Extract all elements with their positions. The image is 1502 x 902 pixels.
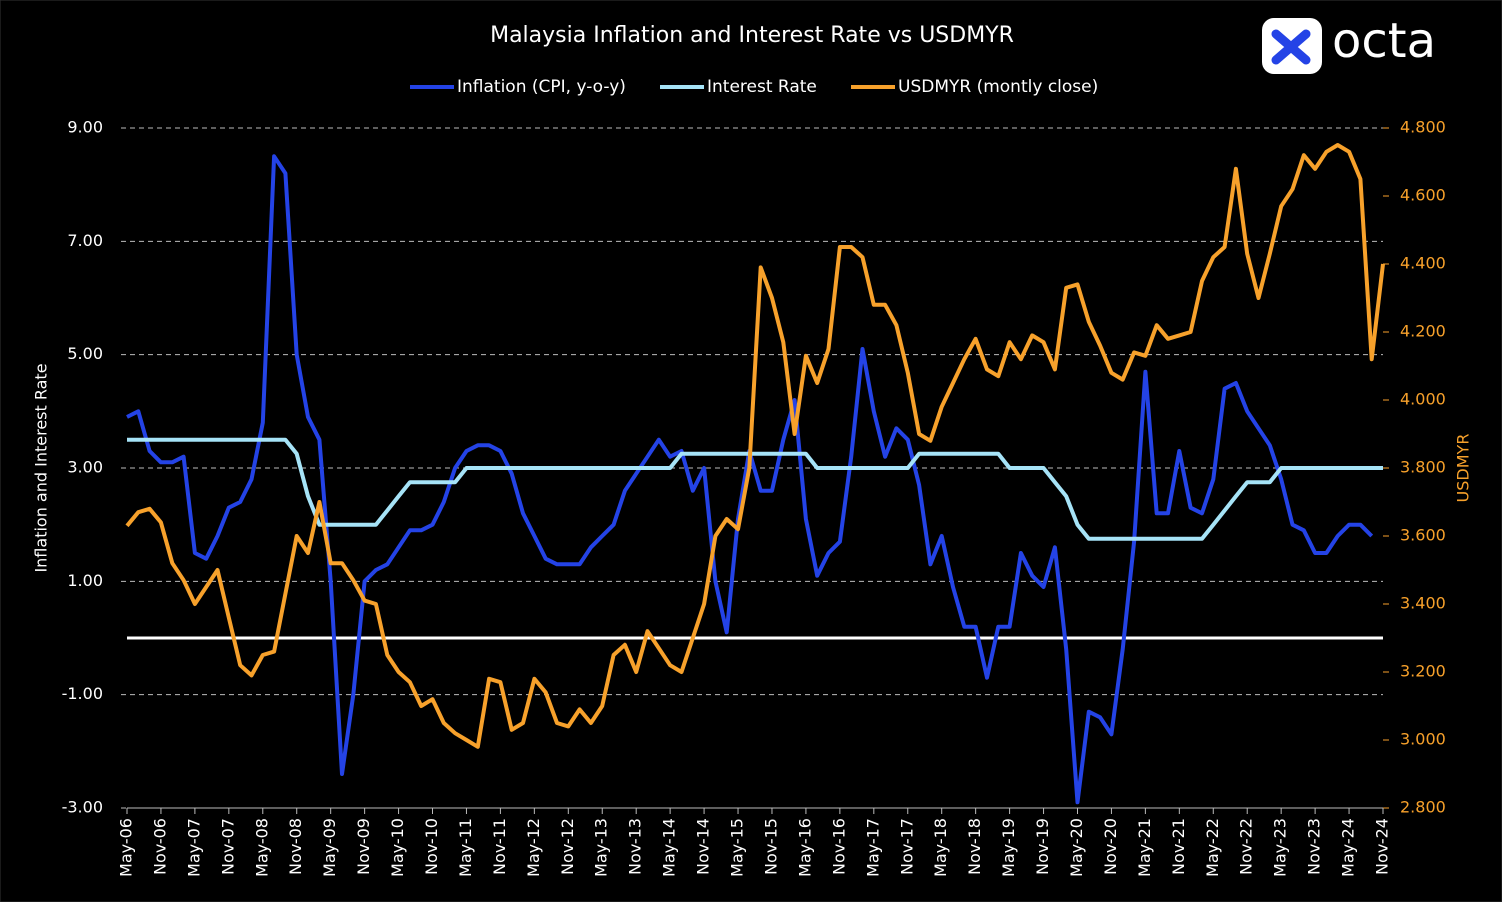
x-tick-label: Nov-10	[422, 818, 441, 875]
x-tick-label: May-14	[660, 818, 679, 877]
x-tick-label: Nov-16	[829, 818, 848, 875]
x-tick-label: May-15	[728, 818, 747, 877]
x-tick-label: Nov-11	[490, 818, 509, 875]
x-tick-label: Nov-23	[1305, 818, 1324, 875]
x-tick-label: May-17	[863, 818, 882, 877]
x-tick-label: May-07	[184, 818, 203, 877]
y-axis-label: Inflation and Interest Rate	[32, 363, 51, 572]
x-tick-label: May-16	[795, 818, 814, 877]
legend-label: Inflation (CPI, y-o-y)	[457, 77, 626, 97]
x-tick-label: Nov-17	[897, 818, 916, 875]
y-tick-label: 3.00	[67, 458, 103, 477]
x-tick-label: Nov-20	[1101, 818, 1120, 875]
y2-tick-label: 3.600	[1400, 526, 1446, 545]
y2-tick-label: 3.800	[1400, 458, 1446, 477]
x-tick-label: Nov-07	[218, 818, 237, 875]
y-tick-label: 9.00	[67, 118, 103, 137]
y2-tick-label: 4.400	[1400, 254, 1446, 273]
x-tick-label: Nov-13	[626, 818, 645, 875]
series-line	[127, 437, 1383, 541]
x-tick-label: May-09	[320, 818, 339, 877]
logo: octa	[1262, 13, 1436, 74]
x-tick-label: Nov-08	[286, 818, 305, 875]
x-tick-label: Nov-19	[1033, 818, 1052, 875]
x-tick-label: May-12	[524, 818, 543, 877]
x-tick-label: May-24	[1339, 818, 1358, 877]
y2-axis-label: USDMYR	[1454, 434, 1473, 503]
x-tick-label: May-06	[117, 818, 136, 877]
x-tick-label: Nov-24	[1373, 818, 1392, 875]
x-tick-label: Nov-09	[354, 818, 373, 875]
y-tick-label: 5.00	[67, 344, 103, 363]
legend-label: Interest Rate	[707, 77, 817, 97]
x-tick-label: Nov-14	[694, 818, 713, 875]
y2-tick-label: 4.800	[1400, 118, 1446, 137]
y2-tick-label: 3.400	[1400, 594, 1446, 613]
y2-tick-label: 3.000	[1400, 730, 1446, 749]
x-tick-label: Nov-21	[1169, 818, 1188, 875]
y2-tick-label: 4.600	[1400, 186, 1446, 205]
y2-tick-label: 3.200	[1400, 662, 1446, 681]
y-tick-label: -1.00	[62, 684, 103, 703]
y-tick-label: 7.00	[67, 231, 103, 250]
y2-tick-label: 2.800	[1400, 798, 1446, 817]
x-tick-label: Nov-12	[558, 818, 577, 875]
x-tick-label: Nov-18	[965, 818, 984, 875]
x-tick-label: Nov-15	[761, 818, 780, 875]
chart-title: Malaysia Inflation and Interest Rate vs …	[490, 23, 1014, 48]
logo-mark	[1271, 29, 1311, 65]
y-tick-label: 1.00	[67, 571, 103, 590]
x-tick-label: May-10	[388, 818, 407, 877]
logo-text: octa	[1332, 13, 1436, 69]
x-tick-label: May-19	[999, 818, 1018, 877]
x-tick-label: May-11	[456, 818, 475, 877]
series-line	[125, 143, 1385, 749]
x-tick-label: Nov-06	[150, 818, 169, 875]
x-tick-label: May-20	[1067, 818, 1086, 877]
x-tick-label: May-21	[1135, 818, 1154, 877]
x-tick-label: May-22	[1203, 818, 1222, 877]
x-tick-label: May-18	[931, 818, 950, 877]
x-tick-label: May-23	[1271, 818, 1290, 877]
y2-tick-label: 4.000	[1400, 390, 1446, 409]
y-tick-label: -3.00	[62, 798, 103, 817]
x-tick-label: May-13	[592, 818, 611, 877]
y2-tick-label: 4.200	[1400, 322, 1446, 341]
x-tick-label: May-08	[252, 818, 271, 877]
legend-label: USDMYR (montly close)	[898, 77, 1098, 97]
x-tick-label: Nov-22	[1237, 818, 1256, 875]
